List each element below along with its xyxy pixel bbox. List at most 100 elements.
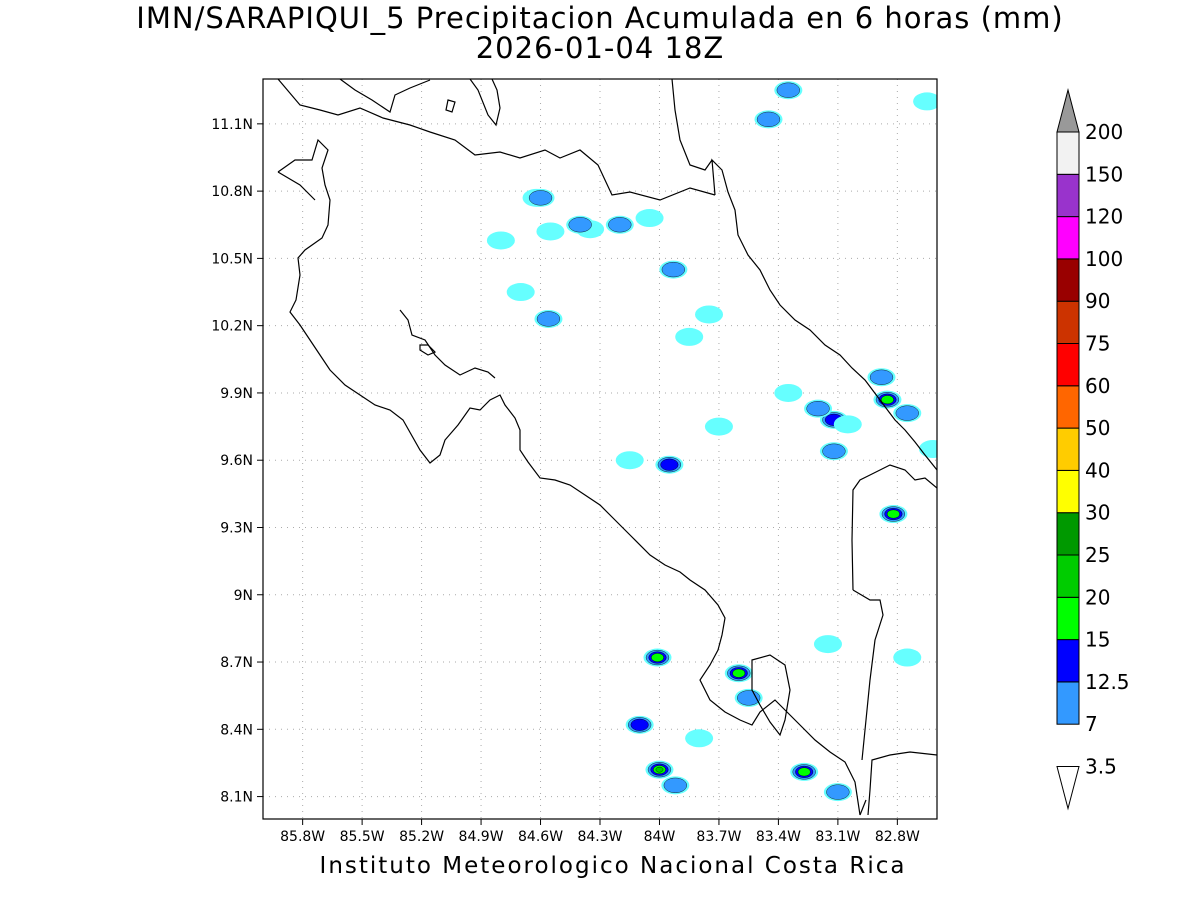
colorbar-label: 25: [1085, 543, 1110, 567]
precip-cell: [685, 729, 714, 748]
lon-tick-label: 84.9W: [459, 829, 504, 845]
lat-tick-label: 10.8N: [211, 184, 253, 200]
colorbar-swatch: [1056, 131, 1080, 175]
precip-cell: [774, 383, 803, 402]
precip-cell: [615, 451, 644, 470]
lon-tick-label: 84.3W: [577, 829, 622, 845]
map-title: IMN/SARAPIQUI_5 Precipitacion Acumulada …: [136, 1, 1064, 35]
caribbean-coast: [711, 158, 937, 471]
precip-cell: [663, 777, 687, 793]
precip-cell: [913, 92, 937, 111]
colorbar: 3.5 7 12.5 15 20 25 30 40 50 60 75 90 100 120 150 200: [1056, 88, 1130, 811]
precip-cell: [528, 190, 553, 206]
colorbar-swatch: [1056, 258, 1080, 302]
lat-tick-label: 11.1N: [211, 117, 253, 133]
precip-cell: [813, 635, 842, 654]
colorbar-swatch: [1056, 639, 1080, 683]
lat-tick-label: 8.1N: [220, 790, 253, 806]
precip-cell: [536, 311, 561, 327]
precip-cell: [630, 718, 649, 731]
precip-cell: [536, 222, 565, 241]
colorbar-swatch: [1056, 469, 1080, 514]
precip-cell: [826, 784, 850, 800]
colorbar-label: 7: [1085, 712, 1098, 736]
colorbar-label: 40: [1085, 458, 1110, 482]
lat-tick-label: 8.4N: [220, 722, 253, 738]
lon-tick-label: 85.8W: [280, 829, 325, 845]
precip-cell: [881, 395, 894, 405]
panama-border: [851, 464, 937, 591]
precip-cell: [886, 509, 900, 519]
lon-tick-label: 83.1W: [815, 829, 860, 845]
colorbar-label: 20: [1085, 585, 1110, 609]
precip-cell: [568, 217, 592, 233]
colorbar-swatch: [1056, 173, 1080, 218]
colorbar-label: 90: [1085, 289, 1110, 313]
credit-text: Instituto Meteorologico Nacional Costa R…: [319, 853, 907, 879]
colorbar-label: 150: [1085, 162, 1123, 186]
precip-cell: [651, 653, 664, 662]
osa-peninsula: [751, 654, 791, 737]
precip-cell: [660, 458, 679, 471]
colorbar-swatch: [1056, 300, 1080, 345]
colorbar-swatch: [1056, 596, 1080, 641]
lat-tick-label: 9.9N: [220, 386, 253, 402]
colorbar-swatch: [1056, 512, 1080, 556]
colorbar-label: 75: [1085, 332, 1110, 356]
precip-cell: [776, 82, 800, 98]
northern-border: [277, 79, 716, 201]
gridlines: [263, 79, 937, 819]
precip-cell: [732, 668, 746, 678]
precip-cell: [635, 209, 664, 228]
precip-cell: [869, 369, 894, 385]
precipitation-layer: [486, 81, 937, 802]
lon-tick-label: 83.7W: [696, 829, 741, 845]
colorbar-label: 15: [1085, 628, 1110, 652]
colorbar-top-arrow: [1056, 88, 1080, 133]
colorbar-label: 120: [1085, 205, 1123, 229]
colorbar-label: 200: [1085, 120, 1123, 144]
colorbar-swatch: [1056, 554, 1080, 598]
burica: [852, 589, 884, 761]
precip-cell: [895, 405, 919, 421]
colorbar-label: 50: [1085, 416, 1110, 440]
lon-tick-label: 83.4W: [756, 829, 801, 845]
lon-tick-label: 84.6W: [518, 829, 563, 845]
precip-cell: [661, 262, 685, 278]
colorbar-label: 30: [1085, 501, 1110, 525]
lon-tick-label: 85.5W: [340, 829, 385, 845]
precip-cell: [506, 283, 535, 302]
precip-cell: [608, 217, 632, 233]
lon-tick-label: 82.8W: [875, 829, 920, 845]
lat-tick-label: 10.5N: [211, 251, 253, 267]
precip-cell: [655, 766, 664, 773]
precip-cell: [833, 415, 862, 434]
axis-ticks: 85.8W 85.5W 85.2W 84.9W 84.6W 84.3W 84W 83.7W 83…: [211, 117, 920, 845]
precip-cell: [797, 767, 811, 777]
gulf-of-nicoya: [399, 309, 496, 379]
precip-cell: [756, 111, 781, 127]
lat-tick-label: 10.2N: [211, 319, 253, 335]
coastlines: [277, 79, 937, 816]
colorbar-label: 60: [1085, 374, 1110, 398]
lat-tick-label: 9.3N: [220, 520, 253, 536]
precip-cell: [486, 231, 515, 250]
pacific-coast: [277, 138, 861, 816]
colorbar-label: 100: [1085, 247, 1123, 271]
lon-tick-label: 85.2W: [399, 829, 444, 845]
colorbar-label: 3.5: [1085, 755, 1117, 779]
lat-tick-label: 9N: [234, 588, 253, 604]
lat-tick-label: 9.6N: [220, 453, 253, 469]
map-subtitle: 2026-01-04 18Z: [475, 31, 725, 65]
precip-cell: [893, 648, 922, 667]
precip-cell: [919, 440, 937, 458]
lat-tick-label: 8.7N: [220, 655, 253, 671]
lon-tick-label: 84W: [644, 829, 676, 845]
precip-cell: [822, 443, 846, 459]
colorbar-swatch: [1056, 681, 1080, 725]
precip-cell: [704, 417, 733, 436]
colorbar-swatch: [1056, 427, 1080, 471]
precip-cell: [806, 401, 830, 417]
colorbar-swatch: [1056, 216, 1080, 260]
